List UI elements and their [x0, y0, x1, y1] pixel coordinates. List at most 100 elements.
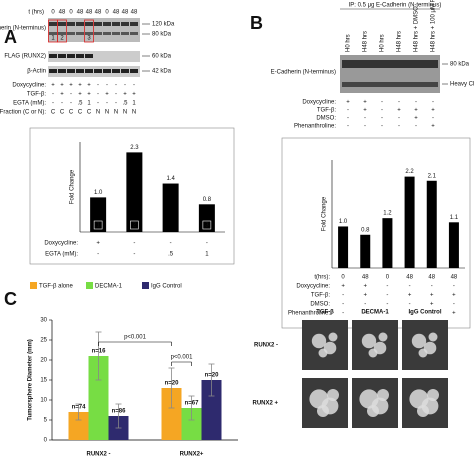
row-mark: N: [132, 110, 136, 116]
lane-label: H0 hrs: [380, 34, 386, 52]
bar: [126, 152, 143, 232]
row-mark: +: [408, 293, 412, 299]
cell-cluster: [318, 348, 328, 358]
blot-header: IP: 0.5 μg E-Cadherin (N-terminus): [349, 3, 442, 9]
bar: [181, 408, 202, 440]
row-mark: +: [60, 83, 64, 89]
blot: [48, 51, 140, 62]
panel-letter: B: [250, 13, 263, 33]
lane-label: 48: [113, 10, 120, 16]
lane-label: H48 hrs: [397, 31, 403, 52]
band: [112, 32, 120, 35]
band: [76, 54, 84, 58]
row-mark: +: [363, 100, 367, 106]
lane-label: 48: [77, 10, 84, 16]
row-mark: 1: [87, 101, 91, 107]
row-mark: +: [363, 293, 367, 299]
row-label: Phenanthroline:: [288, 311, 330, 317]
band: [67, 54, 75, 58]
row-label: DMSO:: [316, 116, 336, 122]
band: [67, 69, 75, 73]
row-mark: 1: [132, 101, 136, 107]
row-mark: 48: [428, 275, 435, 281]
row-mark: -: [115, 92, 117, 98]
row-mark: +: [341, 284, 345, 290]
row-mark: C: [69, 110, 74, 116]
row-mark: 48: [406, 275, 413, 281]
row-mark: -: [106, 101, 108, 107]
band: [112, 69, 120, 73]
legend-swatch: [86, 282, 93, 289]
highlight-box: [84, 19, 94, 43]
band: [58, 22, 66, 26]
band: [121, 22, 129, 26]
cell-cluster: [428, 332, 438, 342]
cell-cluster: [368, 348, 378, 358]
row-mark: 0: [341, 275, 345, 281]
row-mark: C: [78, 110, 83, 116]
row-label: Phenanthroline:: [294, 124, 336, 130]
row-mark: -: [61, 101, 63, 107]
cell-cluster: [378, 332, 388, 342]
annotation: p<0.001: [124, 335, 147, 341]
box-number: 1: [51, 36, 55, 42]
row-mark: +: [430, 302, 434, 308]
bar-box: [93, 220, 103, 230]
band: [121, 69, 129, 73]
row-mark: .5: [168, 252, 174, 258]
cell-cluster: [317, 405, 329, 417]
y-tick-label: 15: [40, 378, 47, 384]
row-mark: -: [52, 101, 54, 107]
row-mark: -: [381, 108, 383, 114]
y-tick-label: 25: [40, 338, 47, 344]
bar: [360, 234, 371, 268]
row-mark: -: [364, 311, 366, 317]
band: [342, 60, 438, 68]
row-mark: +: [430, 293, 434, 299]
bar: [161, 388, 182, 440]
bar: [382, 218, 393, 268]
lane-label: H48 hrs + DMSO: [414, 6, 420, 52]
row-mark: +: [78, 92, 82, 98]
bar: [426, 180, 437, 268]
row-mark: -: [124, 83, 126, 89]
row-mark: -: [432, 100, 434, 106]
row-label: Cell Fraction (C or N):: [0, 110, 46, 116]
row-label: RUNX2 +: [252, 401, 278, 407]
cell-cluster: [367, 405, 379, 417]
n-label: n=86: [112, 409, 127, 415]
row-mark: -: [133, 252, 135, 258]
row-label: DMSO:: [310, 302, 330, 308]
marker-label: 120 kDa: [152, 22, 175, 28]
chart-frame: [29, 127, 235, 265]
row-mark: N: [114, 110, 118, 116]
band: [112, 22, 120, 26]
row-mark: -: [206, 241, 208, 247]
y-axis-label: Tumorsphere Diameter (mm): [28, 339, 34, 421]
lane-label: 48: [95, 10, 102, 16]
bar: [68, 412, 89, 440]
row-mark: -: [431, 311, 433, 317]
row-mark: -: [347, 124, 349, 130]
lane-label: H0 hrs: [346, 34, 352, 52]
legend-label: DECMA-1: [95, 284, 123, 290]
cell-cluster: [328, 332, 338, 342]
row-mark: +: [397, 108, 401, 114]
row-mark: -: [386, 302, 388, 308]
bar: [404, 176, 415, 268]
row-mark: -: [70, 92, 72, 98]
row-mark: +: [123, 92, 127, 98]
row-label: t(hrs):: [314, 275, 330, 281]
row-mark: -: [115, 83, 117, 89]
row-mark: -: [381, 124, 383, 130]
band: [103, 32, 111, 35]
row-mark: +: [78, 83, 82, 89]
row-label: TGF-β:: [311, 293, 330, 299]
cell-cluster: [411, 333, 427, 349]
lane-label: 48: [59, 10, 66, 16]
n-label: n=74: [72, 405, 87, 411]
lane-label: 48: [131, 10, 138, 16]
row-label: Doxycycline:: [44, 241, 78, 247]
highlight-box: [57, 19, 67, 43]
cell-cluster: [327, 389, 339, 401]
